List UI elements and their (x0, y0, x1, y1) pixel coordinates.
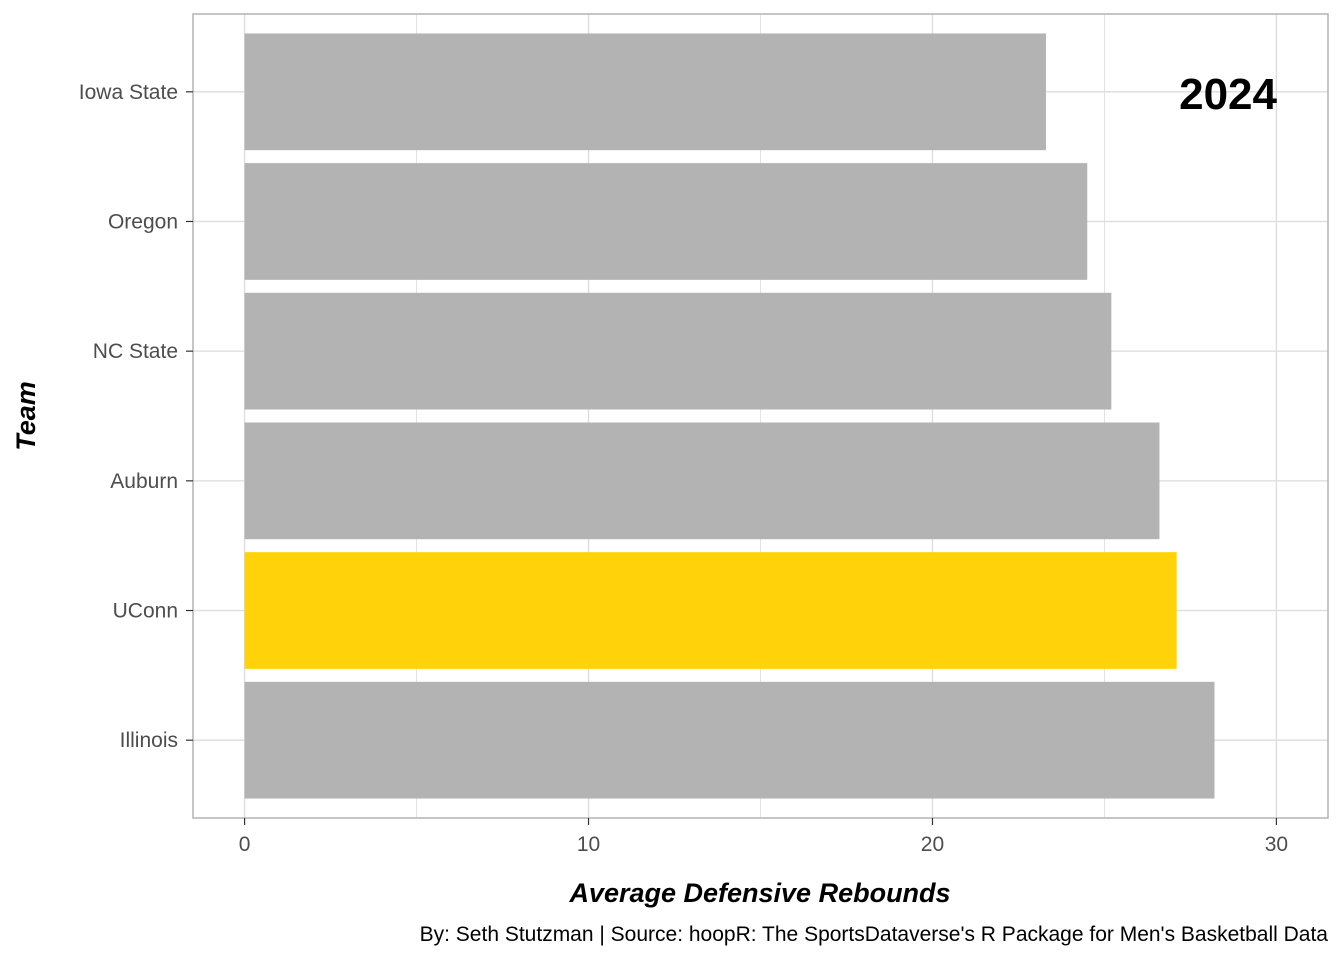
panel-border (192, 13, 1329, 819)
y-tick-label: Oregon (108, 210, 178, 233)
bar-illinois (244, 681, 1215, 799)
x-tick-label: 10 (577, 833, 600, 856)
bars (244, 33, 1215, 799)
x-tick-label: 20 (921, 833, 944, 856)
bar-nc-state (244, 292, 1112, 410)
x-axis-title: Average Defensive Rebounds (568, 878, 950, 908)
caption: By: Seth Stutzman | Source: hoopR: The S… (420, 923, 1329, 946)
y-tick-label: Illinois (120, 729, 178, 752)
x-tick-label: 0 (239, 833, 251, 856)
y-tick-label: Auburn (110, 470, 178, 493)
axis-ticks: Illinois UConn Auburn NC State Oregon Iowa St… (79, 81, 1288, 856)
bar-oregon (244, 163, 1088, 280)
y-tick-label: UConn (113, 600, 178, 623)
year-annotation: 2024 (1179, 70, 1277, 119)
bar-iowa-state (244, 33, 1046, 151)
bar-uconn (244, 552, 1177, 669)
y-tick-label: Iowa State (79, 81, 178, 104)
y-tick-label: NC State (93, 340, 178, 363)
bar-auburn (244, 422, 1160, 540)
x-tick-label: 30 (1265, 833, 1288, 856)
y-axis-title: Team (11, 381, 41, 451)
